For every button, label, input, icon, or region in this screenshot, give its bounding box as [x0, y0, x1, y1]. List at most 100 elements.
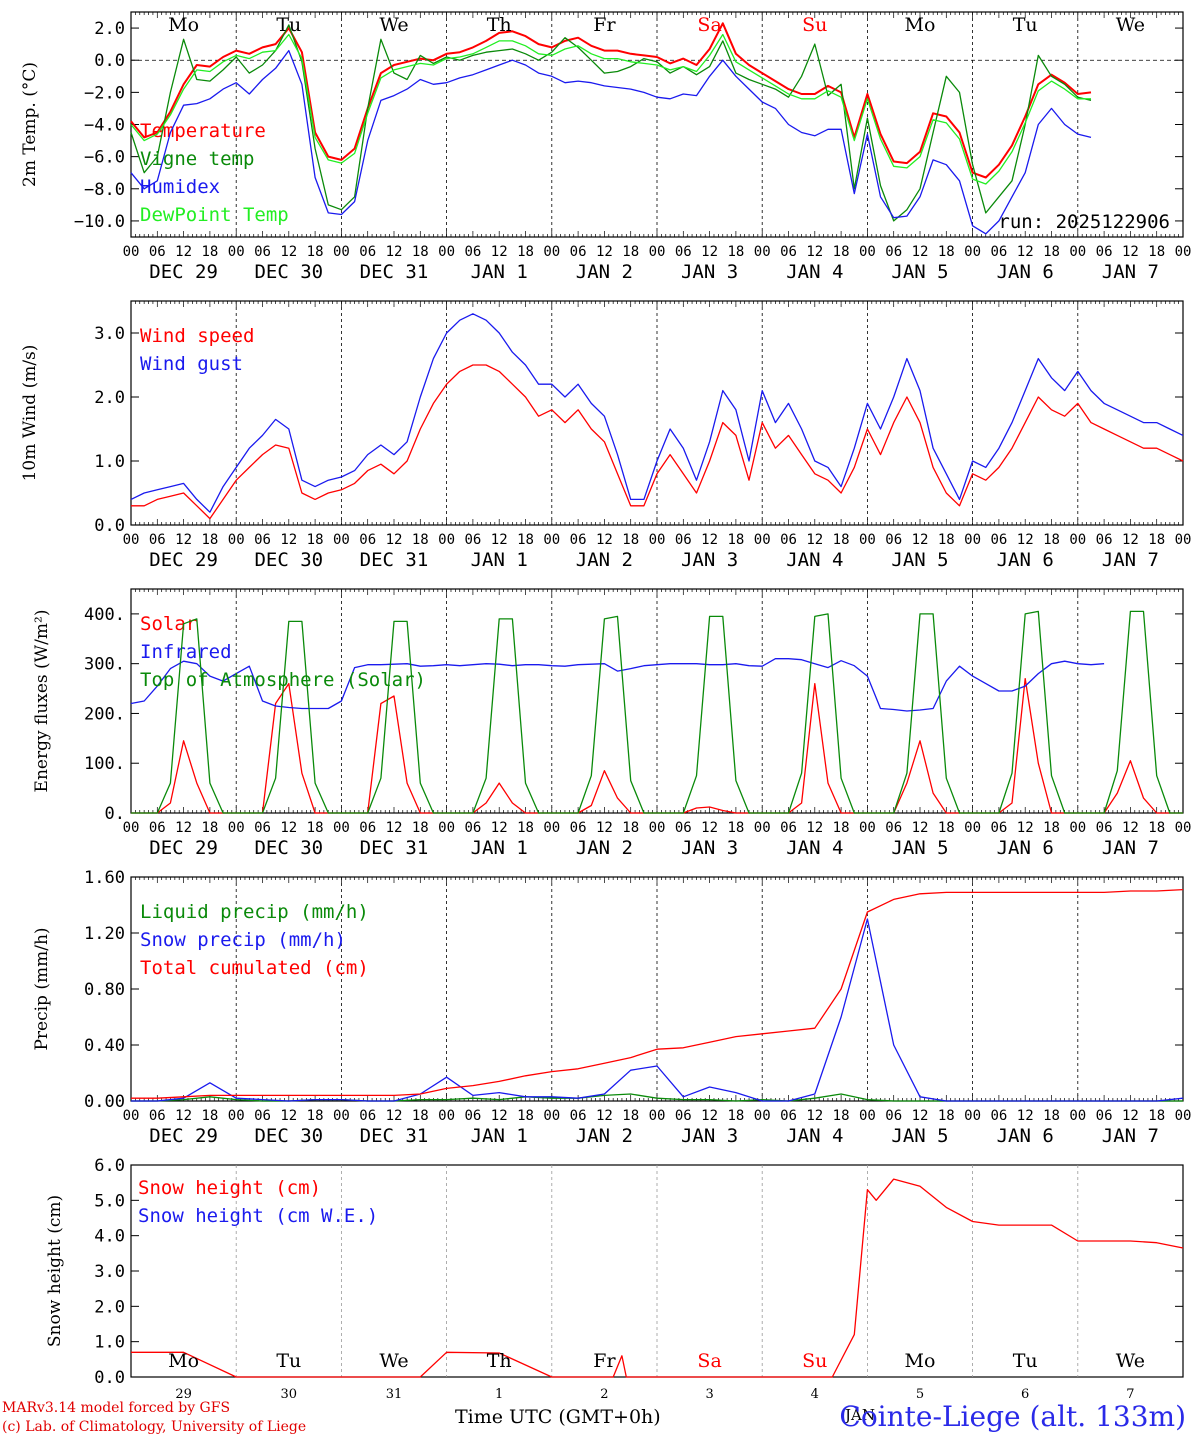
series-line-snow-height-cm: [131, 1178, 1184, 1378]
hour-label: 18: [517, 244, 534, 260]
hour-label: 12: [386, 1108, 403, 1124]
hour-label: 12: [1017, 532, 1034, 548]
series-line-top-of-atmosphere-solar: [131, 610, 1183, 814]
hour-label: 00: [859, 1108, 876, 1124]
y-tick-label: 2.0: [94, 1297, 125, 1317]
y-tick-label: 4.0: [94, 1227, 125, 1247]
date-label: JAN 5: [891, 1125, 948, 1147]
date-label: DEC 31: [360, 261, 429, 283]
date-label: JAN 3: [681, 261, 738, 283]
y-axis-label: Snow height (cm): [45, 1195, 65, 1347]
date-label: JAN 7: [1102, 837, 1159, 859]
y-tick-label: 0.40: [84, 1036, 125, 1056]
series-line-dewpoint-temp: [130, 33, 1091, 185]
date-label: DEC 29: [149, 261, 218, 283]
series-line-vigne-temp: [130, 24, 1092, 222]
y-axis-label: Precip (mm/h): [32, 927, 52, 1050]
y-tick-label: 0.80: [84, 980, 125, 1000]
hour-label: 18: [201, 820, 218, 836]
date-label: DEC 29: [149, 1125, 218, 1147]
day-name: We: [379, 1350, 408, 1372]
hour-label: 18: [622, 820, 639, 836]
day-number: 29: [175, 1387, 192, 1402]
date-label: JAN 4: [786, 261, 843, 283]
hour-label: 12: [1122, 244, 1139, 260]
y-tick-label: −6.0: [84, 148, 125, 168]
y-tick-label: 1.60: [84, 868, 125, 888]
day-name: We: [1116, 14, 1145, 36]
hour-label: 18: [833, 1108, 850, 1124]
date-label: JAN 4: [786, 549, 843, 571]
date-label: DEC 31: [360, 549, 429, 571]
hour-label: 06: [149, 1108, 166, 1124]
hour-label: 12: [806, 820, 823, 836]
day-number: 3: [705, 1387, 713, 1402]
hour-label: 12: [596, 1108, 613, 1124]
legend-entry: Top of Atmosphere (Solar): [140, 669, 426, 691]
hour-label: 18: [938, 820, 955, 836]
hour-label: 18: [201, 532, 218, 548]
hour-label: 06: [570, 244, 587, 260]
hour-label: 06: [570, 1108, 587, 1124]
hour-label: 00: [964, 820, 981, 836]
hour-label: 12: [1122, 1108, 1139, 1124]
hour-label: 18: [938, 532, 955, 548]
legend-entry: Liquid precip (mm/h): [140, 901, 369, 923]
hour-label: 18: [938, 244, 955, 260]
hour-label: 12: [701, 532, 718, 548]
hour-label: 00: [754, 1108, 771, 1124]
legend-entry: Temperature: [140, 120, 266, 142]
hour-label: 12: [280, 1108, 297, 1124]
day-name: Tu: [1013, 1350, 1038, 1372]
hour-label: 06: [1096, 820, 1113, 836]
y-tick-label: 3.0: [94, 1262, 125, 1282]
series-line-total-cumulated-cm: [131, 888, 1184, 1099]
panel-2: 0.0 1.0 2.0 3.0 10m Wind (m/s) Wind speed Wind…: [20, 300, 1191, 571]
hour-label: 12: [280, 820, 297, 836]
hour-label: 06: [359, 532, 376, 548]
y-axis-label: 10m Wind (m/s): [20, 345, 40, 482]
hour-label: 06: [464, 1108, 481, 1124]
date-label: JAN 7: [1102, 261, 1159, 283]
day-number: 30: [281, 1387, 298, 1402]
day-number: 1: [495, 1387, 503, 1402]
date-label: DEC 30: [254, 549, 323, 571]
hour-label: 00: [1175, 244, 1192, 260]
day-number: 2: [600, 1387, 608, 1402]
hour-label: 18: [938, 1108, 955, 1124]
hour-label: 00: [649, 1108, 666, 1124]
hour-label: 00: [859, 820, 876, 836]
date-label: DEC 29: [149, 837, 218, 859]
hour-label: 06: [149, 244, 166, 260]
date-label: JAN 2: [576, 1125, 633, 1147]
day-number: 31: [386, 1387, 403, 1402]
y-tick-label: 0.0: [94, 51, 125, 71]
hour-label: 18: [727, 532, 744, 548]
date-label: JAN 1: [471, 549, 528, 571]
hour-label: 06: [675, 532, 692, 548]
hour-label: 00: [123, 1108, 140, 1124]
hour-label: 12: [491, 1108, 508, 1124]
hour-label: 18: [1043, 244, 1060, 260]
hour-label: 00: [228, 820, 245, 836]
hour-label: 18: [307, 1108, 324, 1124]
legend-entry: Wind gust: [140, 353, 243, 375]
date-label: DEC 31: [360, 1125, 429, 1147]
day-name: Su: [802, 14, 827, 36]
date-label: JAN 3: [681, 837, 738, 859]
hour-label: 18: [1148, 1108, 1165, 1124]
legend-entry: DewPoint Temp: [140, 204, 289, 226]
hour-label: 12: [701, 244, 718, 260]
plot-frame: [130, 300, 1184, 526]
hour-label: 18: [412, 244, 429, 260]
hour-label: 00: [228, 244, 245, 260]
date-label: JAN 3: [681, 549, 738, 571]
y-axis-label: Energy fluxes (W/m²): [32, 610, 52, 793]
day-name: Su: [802, 1350, 827, 1372]
station-label: Cointe-Liege (alt. 133m): [839, 1400, 1186, 1433]
hour-label: 00: [1069, 244, 1086, 260]
date-label: JAN 1: [471, 837, 528, 859]
hour-label: 00: [859, 532, 876, 548]
date-label: DEC 30: [254, 1125, 323, 1147]
day-name: Mo: [905, 1350, 936, 1372]
